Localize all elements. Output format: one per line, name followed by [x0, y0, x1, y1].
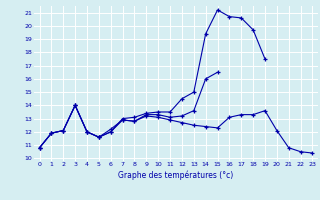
X-axis label: Graphe des températures (°c): Graphe des températures (°c) [118, 170, 234, 180]
